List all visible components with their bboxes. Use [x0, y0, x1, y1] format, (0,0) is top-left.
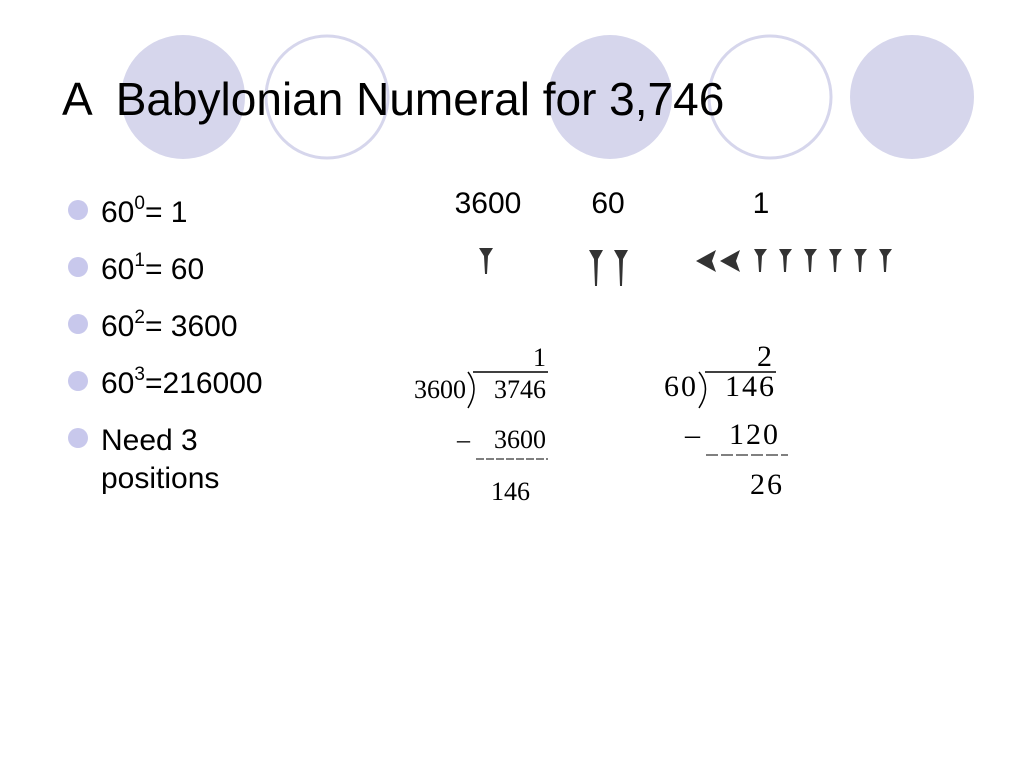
wedge: [779, 249, 792, 272]
bullet-base: 60: [101, 253, 134, 286]
wedge-group: [754, 249, 892, 272]
bullet-text: Need 3: [101, 424, 198, 457]
bullet-marker: [68, 314, 88, 334]
cuneiform: [479, 248, 892, 286]
subtrahend: 120: [729, 418, 780, 451]
place-value: 1: [753, 187, 770, 220]
wedge: [854, 249, 867, 272]
dividend: 146: [725, 370, 776, 403]
divisor: 60: [664, 370, 698, 403]
bullet-rest: = 3600: [145, 310, 238, 343]
division-bracket: [698, 371, 776, 409]
bullet-exponent: 3: [134, 364, 145, 385]
bullet-marker: [68, 428, 88, 448]
circle: [707, 34, 833, 160]
bullet-rest: = 60: [145, 253, 204, 286]
bullet-marker: [68, 371, 88, 391]
bullet-text: positions: [101, 462, 219, 495]
wedge: [754, 249, 767, 272]
circle: [548, 35, 672, 159]
circle: [850, 35, 974, 159]
quotient: 1: [533, 343, 546, 372]
circle: [121, 35, 245, 159]
title: A Babylonian Numeral for 3,746: [62, 73, 724, 125]
remainder: 146: [491, 477, 530, 506]
bullet-base: 60: [101, 367, 134, 400]
bullet-rest: = 1: [145, 196, 188, 229]
division-bracket: [467, 371, 548, 409]
wedge: [479, 248, 493, 274]
bullet-exponent: 0: [134, 193, 145, 214]
wedge: [804, 249, 817, 272]
remainder: 26: [750, 468, 784, 501]
bullet-base: 60: [101, 196, 134, 229]
bullet-marker: [68, 200, 88, 220]
decoration: [121, 34, 974, 160]
minus-sign: –: [456, 425, 471, 454]
minus-sign: –: [684, 418, 701, 451]
division: 1 3600 3746 – 3600 146: [414, 343, 548, 506]
wedge: [879, 249, 892, 272]
circle: [264, 34, 390, 160]
bullet-marker: [68, 257, 88, 277]
bullet-exponent: 2: [134, 307, 145, 328]
bullet-base: 60: [101, 310, 134, 343]
chevron: [696, 250, 716, 272]
dividend: 3746: [494, 375, 546, 404]
wedge: [614, 250, 628, 286]
quotient: 2: [757, 340, 774, 373]
wedge: [589, 250, 603, 286]
bullet-exponent: 1: [134, 250, 145, 271]
place-value: 60: [591, 187, 624, 220]
subtrahend: 3600: [494, 425, 546, 454]
place-value: 3600: [455, 187, 522, 220]
wedge: [829, 249, 842, 272]
chevron: [720, 250, 740, 272]
division: 2 60 146 – 120 26: [664, 340, 788, 501]
divisor: 3600: [414, 375, 466, 404]
bullet-rest: =216000: [145, 367, 263, 400]
